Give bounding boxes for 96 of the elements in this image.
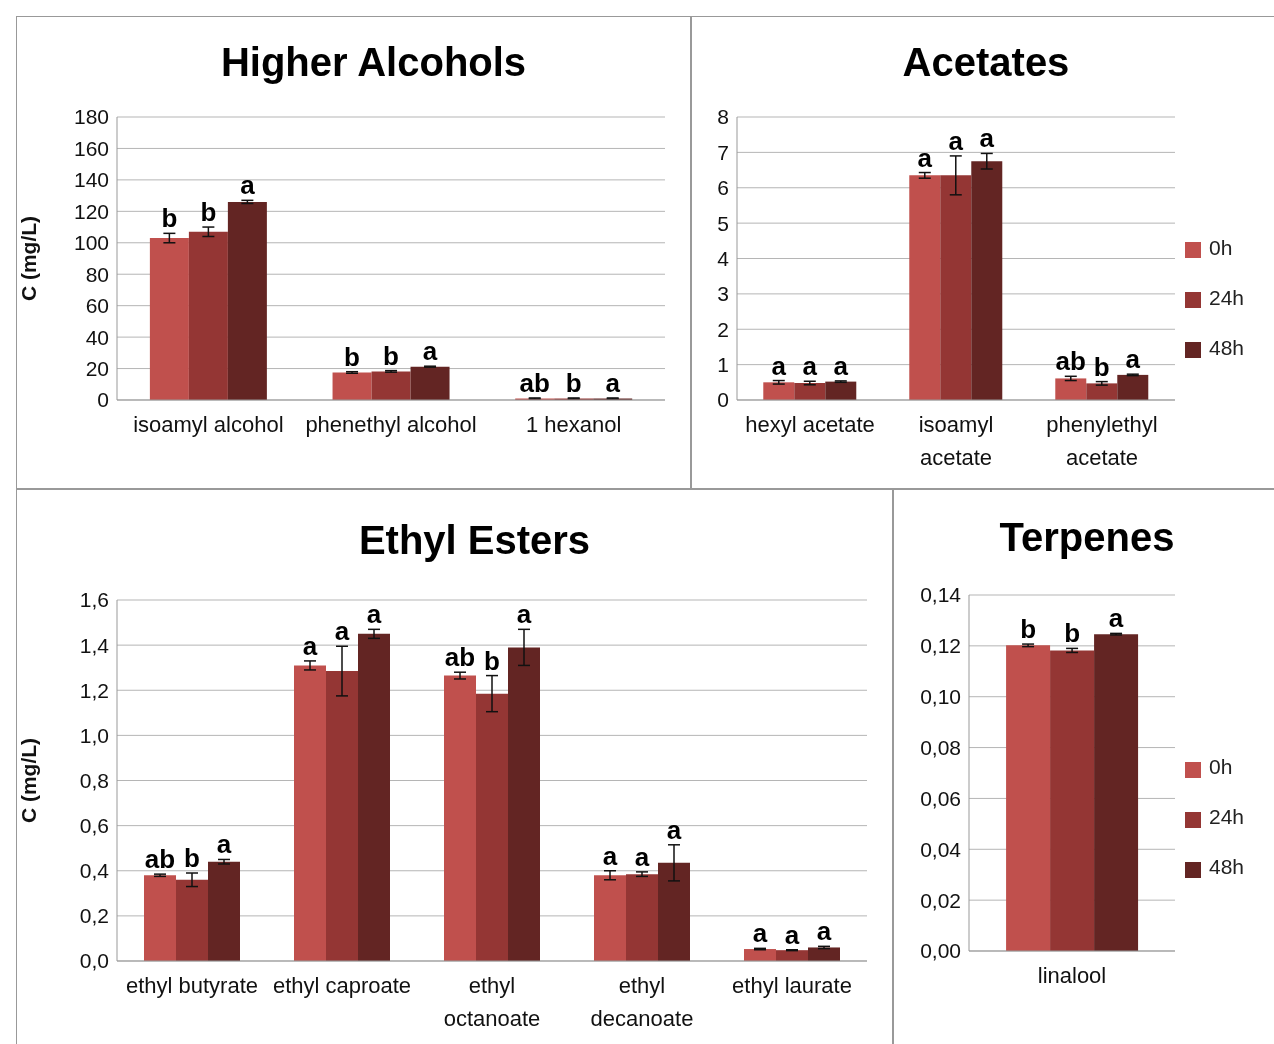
data-label: ab bbox=[444, 642, 476, 673]
data-label: ab bbox=[144, 844, 176, 875]
data-label: b bbox=[565, 367, 582, 398]
data-label: a bbox=[516, 599, 532, 630]
data-label: a bbox=[784, 919, 800, 950]
data-label: a bbox=[334, 616, 350, 647]
x-tick-label: hexyl acetate bbox=[745, 411, 875, 437]
data-label: a bbox=[771, 350, 787, 381]
data-label: b bbox=[344, 341, 360, 372]
data-label: a bbox=[302, 630, 318, 661]
legend-label: 48h bbox=[1209, 855, 1245, 878]
data-label: a bbox=[240, 170, 256, 201]
y-tick-label: 0,14 bbox=[920, 583, 962, 607]
data-label: b bbox=[184, 843, 200, 874]
y-tick-label: 0 bbox=[717, 388, 729, 412]
x-tick-label: ethyl laurate bbox=[732, 972, 852, 998]
y-tick-label: 2 bbox=[717, 317, 729, 341]
data-label: b bbox=[1020, 614, 1037, 645]
x-tick-label: isoamyl alcohol bbox=[133, 411, 284, 437]
data-label: b bbox=[161, 203, 178, 234]
data-label: a bbox=[634, 841, 650, 872]
y-tick-label: 1 bbox=[717, 353, 729, 377]
x-tick-label: linalool bbox=[1037, 962, 1107, 988]
x-tick-label: ethyl decanoate bbox=[590, 972, 694, 1031]
legend-label: 0h bbox=[1209, 235, 1233, 259]
legend-label: 0h bbox=[1209, 755, 1233, 778]
data-label: a bbox=[216, 829, 232, 860]
y-tick-label: 100 bbox=[73, 231, 109, 255]
x-tick-label: ethyl caproate bbox=[272, 972, 412, 998]
y-tick-label: 3 bbox=[717, 282, 729, 306]
y-tick-label: 160 bbox=[73, 136, 109, 160]
y-tick-label: 20 bbox=[85, 357, 109, 381]
y-tick-label: 0,00 bbox=[920, 939, 961, 963]
y-tick-label: 0,04 bbox=[920, 837, 962, 861]
legend-label: 24h bbox=[1209, 805, 1245, 828]
y-tick-label: 60 bbox=[85, 294, 109, 318]
chart-title: Acetates bbox=[902, 39, 1070, 85]
x-tick-label: isoamyl acetate bbox=[918, 411, 994, 470]
data-label: a bbox=[666, 814, 682, 845]
y-tick-label: 0 bbox=[97, 388, 109, 412]
data-label: a bbox=[979, 123, 995, 154]
data-label: b bbox=[484, 645, 500, 676]
y-tick-label: 40 bbox=[85, 325, 109, 349]
y-tick-label: 120 bbox=[73, 199, 109, 223]
x-tick-label: phenylethyl acetate bbox=[1046, 411, 1158, 470]
y-axis-title: C (mg/L) bbox=[17, 737, 41, 824]
y-tick-label: 8 bbox=[717, 105, 729, 129]
x-tick-label: ethyl butyrate bbox=[125, 972, 259, 998]
data-label: b bbox=[1064, 618, 1081, 649]
y-tick-label: 0,4 bbox=[79, 859, 110, 883]
y-tick-label: 0,8 bbox=[79, 768, 109, 792]
y-tick-label: 0,06 bbox=[920, 786, 961, 810]
data-label: a bbox=[917, 142, 933, 173]
data-label: a bbox=[1125, 344, 1141, 375]
y-tick-label: 0,08 bbox=[920, 736, 961, 760]
y-tick-label: 0,2 bbox=[79, 904, 109, 928]
data-label: a bbox=[366, 599, 382, 630]
data-label: a bbox=[816, 916, 832, 947]
y-axis-title: C (mg/L) bbox=[17, 215, 41, 302]
x-tick-label: ethyl octanoate bbox=[443, 972, 541, 1031]
legend-label: 48h bbox=[1209, 335, 1245, 359]
y-tick-label: 6 bbox=[717, 176, 729, 200]
chart-title: Terpenes bbox=[999, 515, 1175, 560]
y-tick-label: 0,10 bbox=[920, 685, 961, 709]
y-tick-label: 0,12 bbox=[920, 634, 961, 658]
data-label: a bbox=[948, 125, 964, 156]
data-label: ab bbox=[1055, 346, 1086, 377]
data-label: a bbox=[422, 336, 438, 367]
chart-title: Ethyl Esters bbox=[358, 517, 591, 563]
chart-title: Higher Alcohols bbox=[220, 39, 527, 85]
y-tick-label: 7 bbox=[717, 140, 729, 164]
data-label: a bbox=[752, 918, 768, 949]
y-tick-label: 180 bbox=[73, 105, 109, 129]
legend-label: 24h bbox=[1209, 285, 1245, 309]
y-tick-label: 0,6 bbox=[79, 814, 109, 838]
y-tick-label: 0,0 bbox=[79, 949, 109, 973]
y-tick-label: 1,0 bbox=[79, 723, 109, 747]
y-tick-label: 1,2 bbox=[79, 678, 109, 702]
x-tick-label: 1 hexanol bbox=[525, 411, 622, 437]
y-tick-label: 0,02 bbox=[920, 888, 961, 912]
data-label: a bbox=[605, 367, 621, 398]
y-tick-label: 1,6 bbox=[79, 588, 109, 612]
y-tick-label: 1,4 bbox=[79, 633, 110, 657]
data-label: b bbox=[1093, 351, 1110, 382]
y-tick-label: 5 bbox=[717, 211, 729, 235]
y-tick-label: 80 bbox=[85, 262, 109, 286]
data-label: ab bbox=[519, 367, 550, 398]
data-label: a bbox=[833, 350, 849, 381]
data-label: a bbox=[1108, 603, 1124, 634]
x-tick-label: phenethyl alcohol bbox=[305, 411, 477, 437]
y-tick-label: 4 bbox=[717, 246, 730, 270]
y-tick-label: 140 bbox=[73, 168, 109, 192]
data-label: a bbox=[602, 840, 618, 871]
data-label: a bbox=[802, 351, 818, 382]
data-label: b bbox=[383, 340, 399, 371]
data-label: b bbox=[200, 197, 217, 228]
